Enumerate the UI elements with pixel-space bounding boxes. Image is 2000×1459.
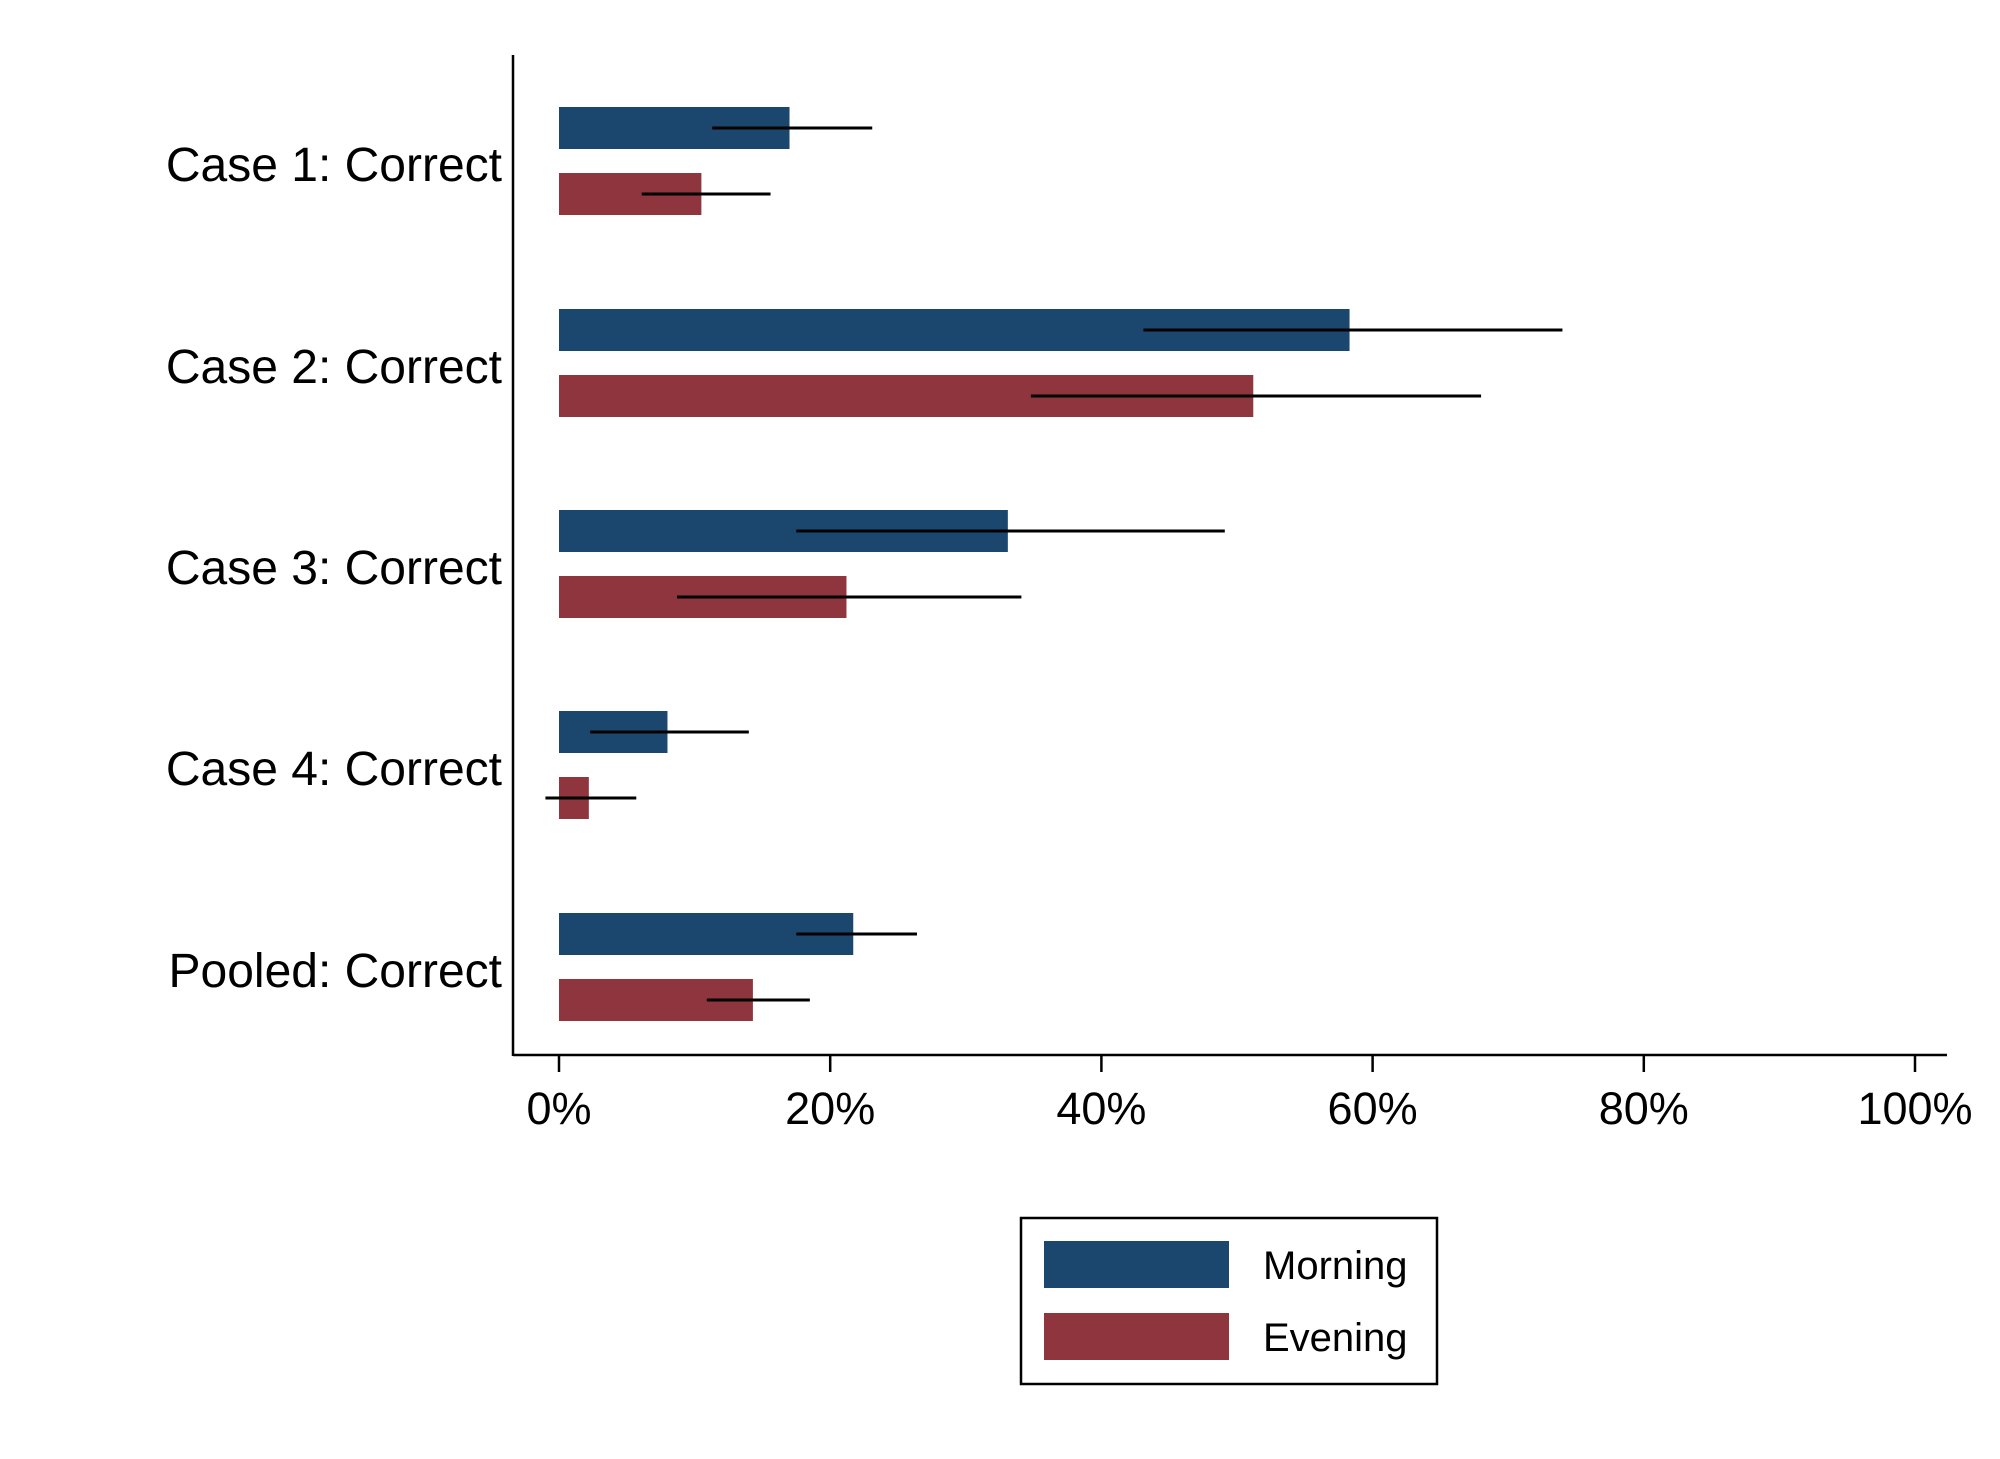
category-label-1: Case 1: Correct — [166, 139, 502, 192]
bars-layer — [559, 107, 1350, 1021]
category-label-3: Case 3: Correct — [166, 542, 502, 595]
x-tick-label-0: 0% — [526, 1083, 591, 1134]
legend-swatch-evening — [1044, 1313, 1229, 1360]
labels-layer: 0% 20% 40% 60% 80% 100% Case 1: Correct Case 2:… — [166, 139, 1973, 1134]
category-label-2: Case 2: Correct — [166, 341, 502, 394]
x-tick-label-80: 80% — [1599, 1083, 1689, 1134]
category-label-5: Pooled: Correct — [169, 945, 503, 998]
legend-label-morning: Morning — [1263, 1244, 1408, 1288]
x-tick-label-100: 100% — [1857, 1083, 1972, 1134]
x-tick-label-40: 40% — [1056, 1083, 1146, 1134]
legend: Morning Evening — [1019, 1216, 1439, 1386]
x-tick-label-20: 20% — [785, 1083, 875, 1134]
legend-label-evening: Evening — [1263, 1316, 1408, 1360]
legend-swatch-morning — [1044, 1241, 1229, 1288]
category-label-4: Case 4: Correct — [166, 743, 502, 796]
x-tick-label-60: 60% — [1328, 1083, 1418, 1134]
axes-layer — [511, 55, 1947, 1072]
error-bars-layer — [545, 126, 1563, 1002]
